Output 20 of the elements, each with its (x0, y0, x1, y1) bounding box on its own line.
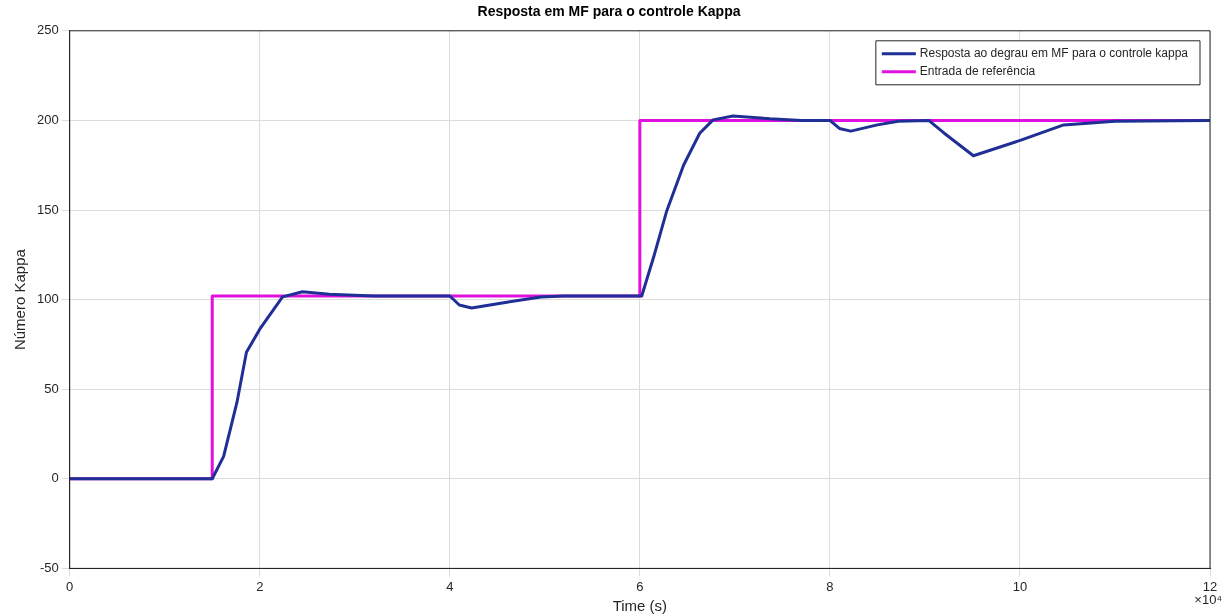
x-tick-label: 10 (1012, 578, 1028, 594)
chart-title: Resposta em MF para o controle Kappa (477, 3, 741, 20)
text: ×10⁴ (1194, 592, 1222, 608)
y-axis-title: Número Kappa (11, 248, 29, 351)
x-tick-label: 0 (66, 578, 74, 594)
y-tick-label: 100 (36, 291, 59, 307)
x-tick-label: 6 (636, 578, 644, 594)
y-tick-label: 200 (36, 111, 59, 127)
x-tick-label: 8 (826, 578, 834, 594)
x-tick-label: 2 (256, 578, 264, 594)
y-tick-label: 150 (36, 201, 59, 217)
y-tick-label: -50 (39, 559, 59, 575)
y-tick-label: 250 (36, 22, 59, 38)
x-tick-label: 4 (446, 578, 454, 594)
y-tick-label: 50 (44, 380, 59, 396)
x-axis-title: Time (s) (612, 597, 668, 615)
legend-label: Entrada de referência (919, 64, 1036, 79)
legend-label: Resposta ao degrau em MF para o controle kappa (919, 46, 1189, 61)
y-tick-label: 0 (51, 470, 59, 486)
x-tick-label: 12 (1202, 578, 1218, 594)
